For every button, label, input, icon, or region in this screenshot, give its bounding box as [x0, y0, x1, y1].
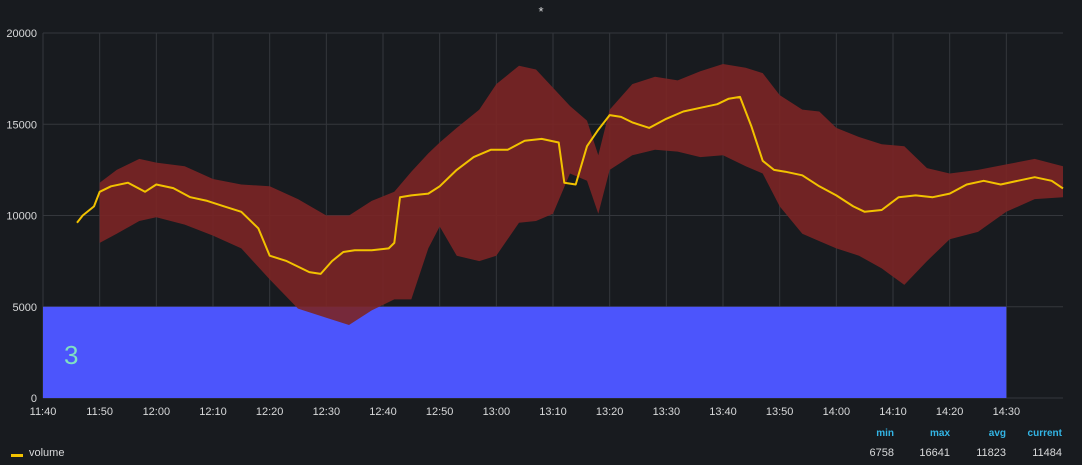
x-tick-label: 13:10: [539, 406, 567, 418]
threshold-fill: [43, 306, 1007, 398]
chart-svg: 0 5000 10000 15000 20000 11:40 11:50 12:00 12:1…: [6, 28, 1064, 418]
panel-title: *: [538, 4, 544, 19]
legend-header-avg[interactable]: avg: [988, 428, 1006, 439]
x-tick-label: 12:10: [199, 406, 227, 418]
x-tick-label: 11:50: [86, 406, 113, 418]
legend-value-current: 11484: [1032, 447, 1062, 459]
x-tick-label: 13:20: [596, 406, 624, 418]
x-tick-label: 13:50: [766, 406, 794, 418]
threshold-area: [43, 306, 1007, 398]
legend: min max avg current volume 6758 16641 11…: [0, 426, 1082, 465]
x-tick-label: 14:10: [879, 406, 907, 418]
series-color-swatch[interactable]: [11, 454, 23, 457]
y-tick-label: 0: [31, 393, 37, 405]
x-tick-label: 12:00: [143, 406, 171, 418]
range-band: [99, 64, 1063, 325]
x-tick-label: 14:30: [993, 406, 1021, 418]
x-tick-label: 12:40: [369, 406, 397, 418]
x-tick-label: 11:40: [30, 406, 57, 418]
series-lines: [76, 95, 1064, 275]
legend-header-current[interactable]: current: [1027, 428, 1062, 439]
legend-header-max[interactable]: max: [929, 428, 950, 439]
x-tick-label: 12:20: [256, 406, 284, 418]
x-axis-ticks: 11:40 11:50 12:00 12:10 12:20 12:30 12:40 12:50…: [30, 406, 1020, 418]
legend-value-avg: 11823: [976, 447, 1006, 459]
threshold-annotation: 3: [64, 340, 78, 370]
y-tick-label: 5000: [13, 302, 37, 314]
series-line-volume: [76, 95, 1064, 275]
legend-value-min: 6758: [869, 447, 894, 459]
x-tick-label: 13:40: [709, 406, 737, 418]
legend-series-name[interactable]: volume: [29, 447, 65, 459]
x-tick-label: 14:20: [936, 406, 964, 418]
y-tick-label: 15000: [6, 119, 37, 131]
legend-value-max: 16641: [919, 447, 950, 459]
x-tick-label: 14:00: [823, 406, 851, 418]
x-tick-label: 12:30: [313, 406, 341, 418]
y-tick-label: 10000: [6, 211, 37, 223]
x-tick-label: 13:30: [653, 406, 681, 418]
y-tick-label: 20000: [6, 28, 37, 40]
x-tick-label: 13:00: [483, 406, 511, 418]
legend-header-min[interactable]: min: [876, 428, 894, 439]
x-tick-label: 12:50: [426, 406, 454, 418]
y-axis-ticks: 0 5000 10000 15000 20000: [6, 28, 37, 405]
range-band-area: [99, 64, 1063, 325]
